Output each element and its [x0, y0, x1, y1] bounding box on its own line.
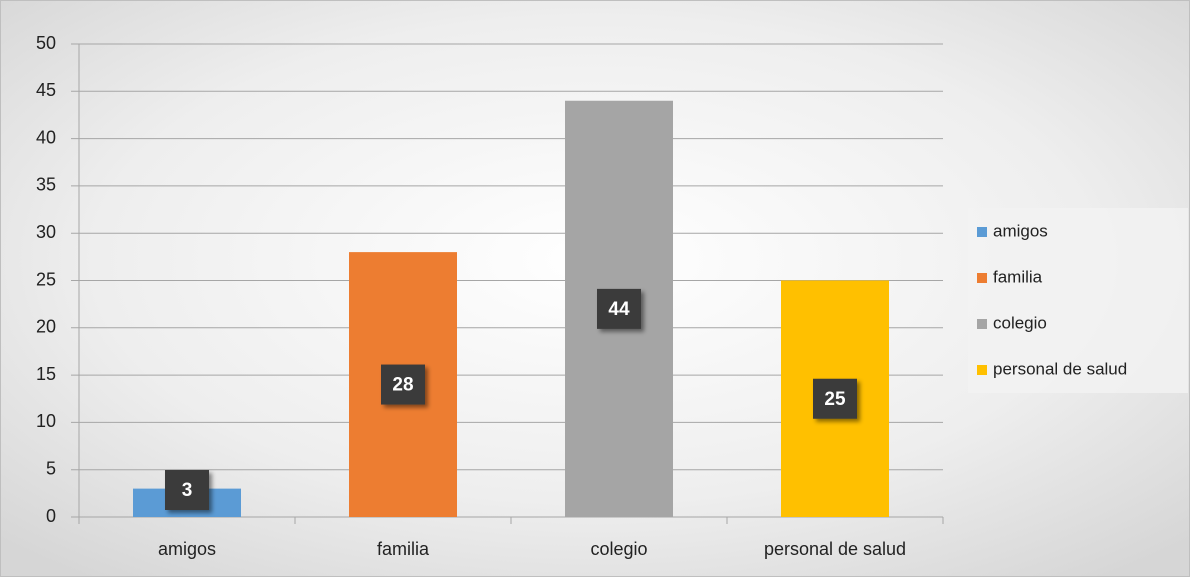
legend-swatch [977, 273, 987, 283]
value-label-box [165, 470, 209, 510]
legend-label: amigos [993, 221, 1048, 240]
y-tick-label: 20 [36, 317, 56, 337]
legend-swatch [977, 319, 987, 329]
y-tick-label: 25 [36, 269, 56, 289]
legend-swatch [977, 365, 987, 375]
y-tick-label: 5 [46, 458, 56, 478]
y-tick-label: 15 [36, 364, 56, 384]
y-tick-label: 0 [46, 506, 56, 526]
value-label-box [813, 378, 857, 419]
legend-swatch [977, 227, 987, 237]
x-tick-label: colegio [590, 539, 647, 559]
y-tick-label: 50 [36, 33, 56, 53]
legend-label: familia [993, 267, 1043, 286]
value-label: 28 [392, 375, 413, 396]
y-tick-label: 40 [36, 127, 56, 147]
legend-label: personal de salud [993, 359, 1127, 378]
y-tick-label: 35 [36, 175, 56, 195]
value-label: 25 [824, 389, 846, 410]
x-tick-label: amigos [158, 539, 216, 559]
value-label-box [381, 364, 425, 405]
y-tick-label: 45 [36, 80, 56, 100]
value-label: 3 [182, 480, 193, 501]
legend-box [968, 208, 1188, 393]
legend-label: colegio [993, 313, 1047, 332]
y-tick-label: 30 [36, 222, 56, 242]
value-label: 44 [608, 299, 630, 320]
x-tick-label: personal de salud [764, 539, 906, 559]
x-tick-label: familia [377, 539, 430, 559]
y-tick-label: 10 [36, 411, 56, 431]
value-label-box [597, 288, 641, 329]
